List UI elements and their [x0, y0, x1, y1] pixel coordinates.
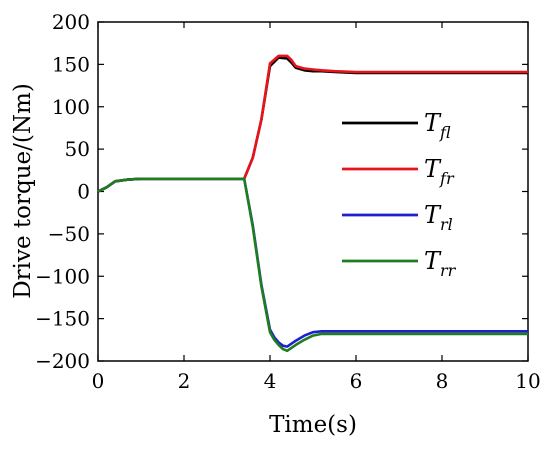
- y-tick-label: −50: [48, 222, 90, 246]
- y-tick-label: 50: [65, 137, 90, 161]
- x-tick-label: 6: [350, 369, 363, 393]
- legend-label-subscript: rr: [440, 261, 457, 280]
- x-tick-label: 8: [436, 369, 449, 393]
- legend-label-rl: Trl: [424, 201, 453, 234]
- x-tick-label: 2: [178, 369, 191, 393]
- y-tick-label: 200: [52, 10, 90, 34]
- legend-label-main: T: [424, 201, 442, 229]
- legend-label-subscript: fr: [439, 169, 455, 188]
- x-axis-label: Time(s): [269, 412, 357, 438]
- legend-label-subscript: fl: [439, 123, 451, 142]
- series-line-rr: [97, 177, 528, 353]
- series-line-fl: [97, 56, 528, 193]
- y-tick-label: 150: [52, 52, 90, 76]
- y-tick-label: −150: [35, 307, 90, 331]
- legend-label-main: T: [424, 155, 442, 183]
- series-line-fr: [97, 54, 528, 193]
- legend-label-subscript: rl: [440, 215, 453, 234]
- y-tick-label: 0: [77, 180, 90, 204]
- x-tick-label: 4: [264, 369, 277, 393]
- y-tick-label: −200: [35, 349, 90, 373]
- series-line-rl: [97, 177, 528, 348]
- series-lines: [97, 54, 528, 353]
- y-tick-label: 100: [52, 95, 90, 119]
- legend-label-fl: Tfl: [424, 109, 451, 142]
- axis-ticks: 0 2 4 6 8 10 −200 −150 −100 −50 0 50 100 150 200: [35, 10, 541, 393]
- x-tick-label: 0: [92, 369, 105, 393]
- legend-label-fr: Tfr: [424, 155, 455, 188]
- legend-label-rr: Trr: [424, 247, 457, 280]
- x-tick-label: 10: [515, 369, 540, 393]
- y-axis-label: Drive torque/(Nm): [10, 83, 36, 299]
- legend-label-main: T: [424, 109, 442, 137]
- y-tick-label: −100: [35, 264, 90, 288]
- legend-label-main: T: [424, 247, 442, 275]
